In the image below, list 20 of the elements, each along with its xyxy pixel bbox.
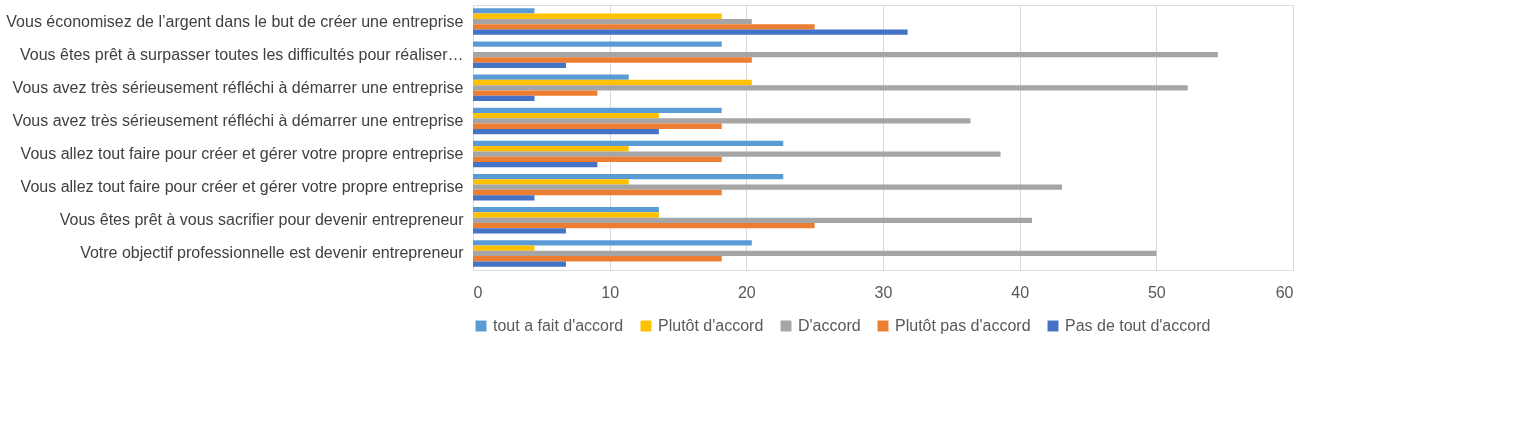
y-tick-label: Vous êtes prêt à vous sacrifier pour devenir entrepreneur (59, 211, 465, 229)
x-tick-label: 30 (874, 283, 893, 301)
legend-label: Pas de tout d'accord (1065, 317, 1211, 334)
y-tick-label: Vous avez très sérieusement réfléchi à démarrer une entreprise (12, 78, 464, 96)
x-tick-label: 10 (601, 283, 620, 301)
x-tick-label: 0 (473, 283, 483, 301)
y-tick-label: Vous économisez de l’argent dans le but de créer une entreprise (6, 12, 464, 30)
y-tick-label: Vous allez tout faire pour créer et gérer votre propre entreprise (20, 178, 464, 196)
x-tick-label: 20 (737, 283, 756, 301)
x-tick-label: 40 (1011, 283, 1030, 301)
x-tick-label: 50 (1147, 283, 1166, 301)
legend-label: tout a fait d'accord (493, 317, 624, 334)
y-tick-label: Vous êtes prêt à surpasser toutes les difficultés pour réaliser… (20, 45, 464, 63)
legend-label: Plutôt pas d'accord (895, 317, 1031, 334)
legend-label: D'accord (798, 317, 861, 334)
legend-label: Plutôt d'accord (658, 317, 764, 334)
y-tick-label: Vous avez très sérieusement réfléchi à démarrer une entreprise (12, 111, 464, 129)
y-tick-label: Votre objectif professionnelle est devenir entrepreneur (80, 244, 465, 262)
x-tick-label: 60 (1275, 283, 1294, 301)
y-tick-label: Vous allez tout faire pour créer et gérer votre propre entreprise (20, 145, 464, 163)
